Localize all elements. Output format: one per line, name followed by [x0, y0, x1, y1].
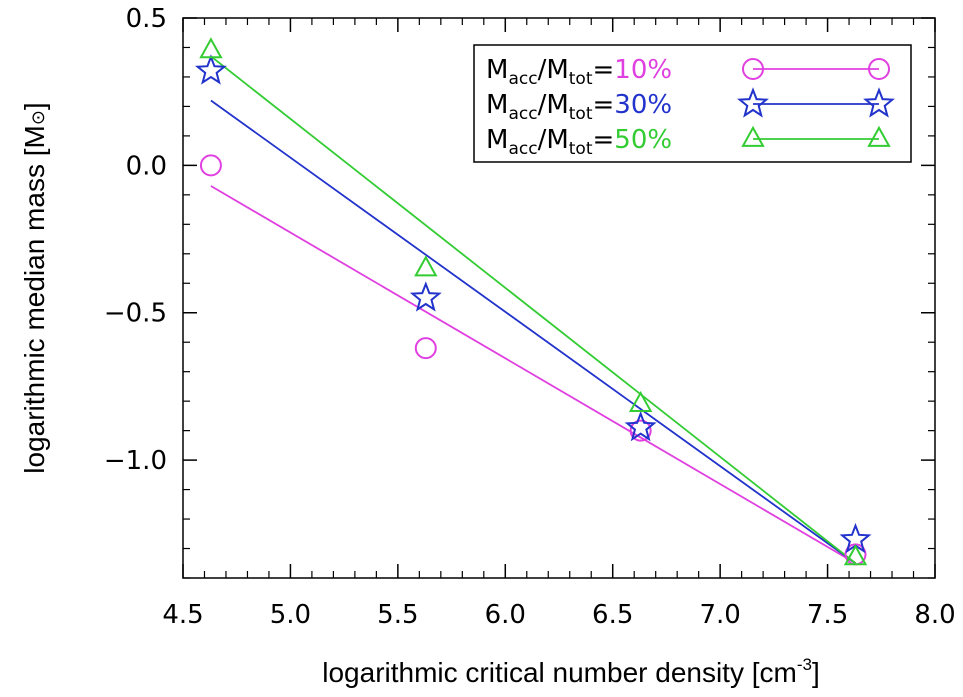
x-tick-label: 4.5: [162, 600, 203, 630]
x-tick-label: 5.0: [270, 600, 311, 630]
legend-marker-circle: [868, 58, 890, 80]
y-tick-labels: 0.5 0.0 −0.5 −1.0: [104, 4, 167, 476]
y-axis-title: logarithmic median mass [M⊙]: [19, 102, 50, 473]
y-tick-label: 0.5: [126, 4, 167, 34]
data-point-triangle: [199, 37, 223, 59]
data-point-triangle: [843, 544, 868, 566]
legend-entry: Macc/Mtot=50%: [486, 125, 891, 159]
x-tick-label: 7.0: [699, 600, 740, 630]
data-point-circle: [199, 154, 222, 177]
x-tick-labels: 4.5 5.0 5.5 6.0 6.5 7.0 7.5 8.0: [162, 600, 955, 630]
fit-line-triangle: [210, 55, 857, 564]
x-axis-title: logarithmic critical number density [cm-…: [322, 655, 820, 688]
legend-label: Macc/Mtot=30%: [486, 90, 672, 124]
x-tick-label: 8.0: [914, 600, 955, 630]
x-tick-label: 7.5: [807, 600, 848, 630]
legend-marker-triangle: [741, 125, 765, 147]
x-tick-label: 5.5: [377, 600, 418, 630]
data-point-triangle: [414, 255, 438, 277]
data-markers: [194, 37, 872, 566]
legend-marker-circle: [742, 58, 764, 80]
legend-label: Macc/Mtot=10%: [486, 55, 672, 89]
y-tick-label: −1.0: [104, 446, 167, 476]
legend-marker-triangle: [867, 125, 891, 147]
fit-lines: [210, 55, 857, 565]
x-tick-label: 6.0: [485, 600, 526, 630]
y-tick-label: 0.0: [126, 151, 167, 181]
data-point-star: [624, 410, 657, 442]
legend: Macc/Mtot=10%Macc/Mtot=30%Macc/Mtot=50%: [473, 44, 912, 163]
data-point-circle: [629, 419, 652, 442]
fit-line-circle: [210, 185, 856, 565]
fit-line-star: [210, 99, 857, 564]
legend-entry: Macc/Mtot=30%: [486, 87, 895, 124]
data-point-star: [194, 54, 227, 85]
legend-marker-star: [737, 87, 769, 118]
y-tick-label: −0.5: [104, 299, 167, 329]
legend-label: Macc/Mtot=50%: [486, 125, 672, 159]
data-point-triangle: [628, 390, 653, 412]
axis-ticks: [182, 17, 936, 579]
legend-marker-star: [863, 87, 895, 118]
x-tick-label: 6.5: [592, 600, 633, 630]
legend-entry: Macc/Mtot=10%: [486, 55, 890, 89]
data-point-star: [409, 281, 442, 312]
data-point-circle: [414, 337, 437, 360]
plot-frame: [182, 17, 936, 579]
